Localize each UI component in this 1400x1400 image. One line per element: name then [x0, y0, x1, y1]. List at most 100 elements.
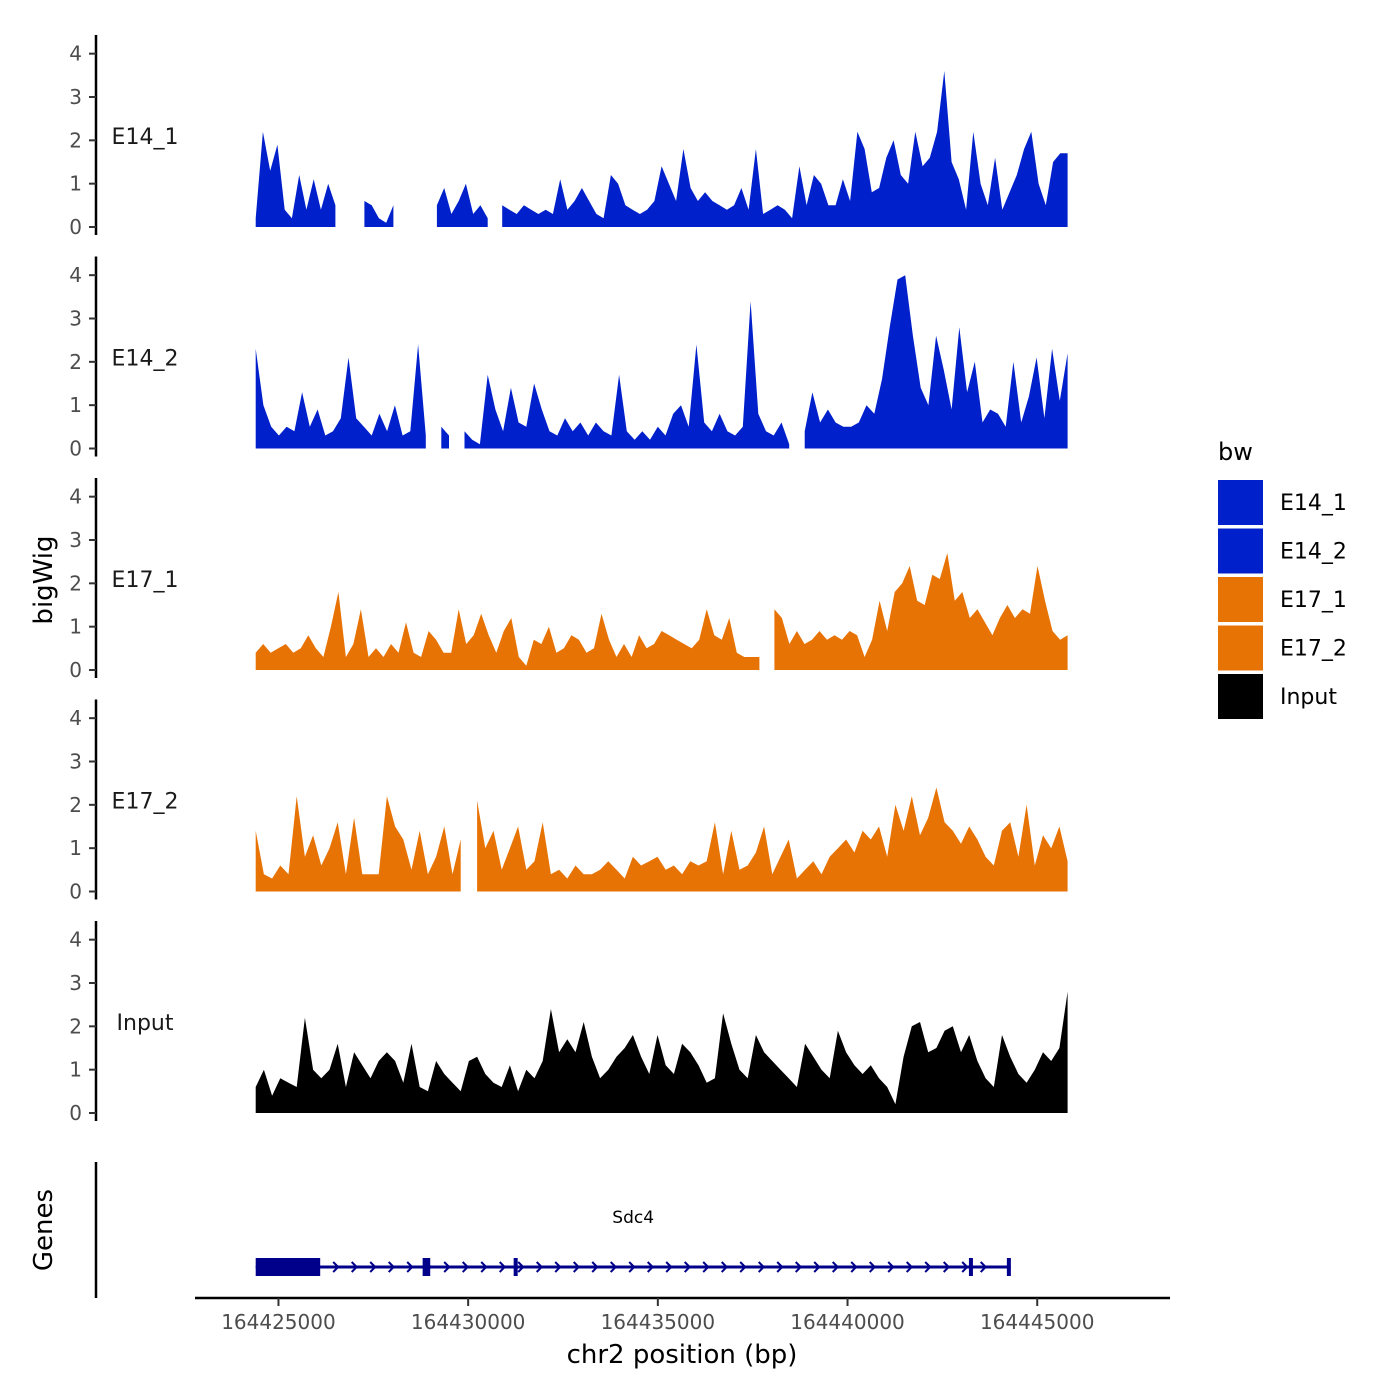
strand-arrow: [942, 1261, 951, 1273]
signal-area: [441, 426, 449, 449]
y-tick-label: 0: [69, 437, 82, 461]
legend-label: Input: [1280, 685, 1337, 710]
track-E17_2: 0 1 2 3 4 E17_2: [69, 699, 1068, 904]
track-label: Input: [117, 1011, 174, 1036]
strand-arrow: [813, 1261, 821, 1273]
strand-arrow: [350, 1261, 359, 1273]
strand-arrow: [369, 1261, 377, 1273]
gene-Sdc4: Sdc4: [255, 1208, 1011, 1276]
x-axis: chr2 position (bp) 164425000 164430000 164…: [195, 1296, 1170, 1370]
strand-arrow: [646, 1261, 655, 1273]
signal-area: [255, 131, 336, 227]
strand-arrow: [628, 1261, 636, 1273]
y-tick-label: 3: [69, 85, 82, 109]
track-label: E14_1: [112, 125, 179, 150]
y-tick-label: 3: [69, 971, 82, 995]
signal-area: [436, 183, 488, 227]
y-tick-label: 4: [69, 42, 82, 66]
strand-arrow: [387, 1261, 396, 1273]
track-E14_2: 0 1 2 3 4 E14_2: [69, 256, 1068, 461]
genes-panel: Genes Sdc4: [29, 1162, 1011, 1298]
y-tick-label: 4: [69, 263, 82, 287]
track-label: E17_2: [112, 790, 179, 815]
x-tick-label: 164425000: [221, 1310, 336, 1334]
strand-arrow: [868, 1261, 877, 1273]
x-tick-label: 164445000: [980, 1310, 1095, 1334]
strand-arrow: [776, 1261, 784, 1273]
strand-arrow: [535, 1261, 544, 1273]
y-tick-label: 3: [69, 750, 82, 774]
strand-arrow: [794, 1261, 803, 1273]
legend-key: [1218, 577, 1263, 622]
signal-area: [255, 592, 760, 670]
y-tick-label: 1: [69, 615, 82, 639]
strand-arrow: [517, 1261, 525, 1273]
y-tick-label: 1: [69, 836, 82, 860]
legend-label: E14_2: [1280, 540, 1347, 565]
signal-area: [502, 71, 1068, 227]
x-axis-title: chr2 position (bp): [567, 1340, 798, 1370]
signal-area: [255, 344, 426, 449]
strand-arrow: [665, 1261, 673, 1273]
signal-area: [477, 787, 1068, 892]
bigwig-tracks: 0 1 2 3 4 E14_1 0 1 2 3 4 E14_2 0 1 2 3 4 E17_1 0 1 2 3 4 E17_2…: [69, 35, 1068, 1125]
gene-exon: [1006, 1258, 1011, 1276]
signal-area: [364, 201, 394, 227]
y-tick-label: 3: [69, 307, 82, 331]
legend-key: [1218, 674, 1263, 719]
y-tick-label: 0: [69, 880, 82, 904]
strand-arrow: [554, 1261, 562, 1273]
strand-arrow: [850, 1261, 858, 1273]
signal-area: [255, 991, 1068, 1113]
y-tick-label: 4: [69, 928, 82, 952]
y-tick-label: 1: [69, 393, 82, 417]
strand-arrow: [702, 1261, 710, 1273]
strand-arrow: [609, 1261, 618, 1273]
y-tick-label: 0: [69, 1101, 82, 1125]
signal-area: [464, 301, 790, 449]
x-tick-label: 164440000: [790, 1310, 905, 1334]
strand-arrow: [480, 1261, 488, 1273]
strand-arrow: [924, 1261, 932, 1273]
legend-label: E17_1: [1280, 588, 1347, 613]
y-tick-label: 1: [69, 172, 82, 196]
gene-exon-block: [255, 1258, 321, 1276]
y-tick-label: 0: [69, 215, 82, 239]
track-Input: 0 1 2 3 4 Input: [69, 921, 1068, 1125]
track-label: E14_2: [112, 347, 179, 372]
strand-arrow: [979, 1261, 988, 1273]
strand-arrow: [498, 1261, 507, 1273]
legend-label: E17_2: [1280, 637, 1347, 662]
strand-arrow: [739, 1261, 747, 1273]
legend: bw E14_1 E14_2 E17_1 E17_2 Input: [1218, 438, 1347, 719]
y-tick-label: 2: [69, 1014, 82, 1038]
signal-area: [255, 796, 461, 892]
strand-arrow: [887, 1261, 895, 1273]
strand-arrow: [831, 1261, 840, 1273]
strand-arrow: [720, 1261, 729, 1273]
strand-arrow: [757, 1261, 766, 1273]
track-label: E17_1: [112, 568, 179, 593]
track-E14_1: 0 1 2 3 4 E14_1: [69, 35, 1068, 239]
strand-arrow: [683, 1261, 692, 1273]
legend-key: [1218, 625, 1263, 671]
y-tick-label: 2: [69, 350, 82, 374]
y-tick-label: 4: [69, 485, 82, 509]
legend-title: bw: [1218, 438, 1253, 466]
strand-arrow: [443, 1261, 451, 1273]
legend-key: [1218, 480, 1263, 525]
strand-arrow: [591, 1261, 599, 1273]
y-tick-label: 1: [69, 1058, 82, 1082]
y-tick-label: 2: [69, 128, 82, 152]
y-axis-title: bigWig: [29, 535, 59, 624]
y-tick-label: 3: [69, 528, 82, 552]
strand-arrow: [332, 1261, 340, 1273]
strand-arrow: [905, 1261, 914, 1273]
signal-area: [804, 275, 1068, 449]
y-tick-label: 4: [69, 706, 82, 730]
y-tick-label: 0: [69, 658, 82, 682]
strand-arrow: [406, 1261, 414, 1273]
legend-label: E14_1: [1280, 491, 1347, 516]
y-tick-label: 2: [69, 571, 82, 595]
